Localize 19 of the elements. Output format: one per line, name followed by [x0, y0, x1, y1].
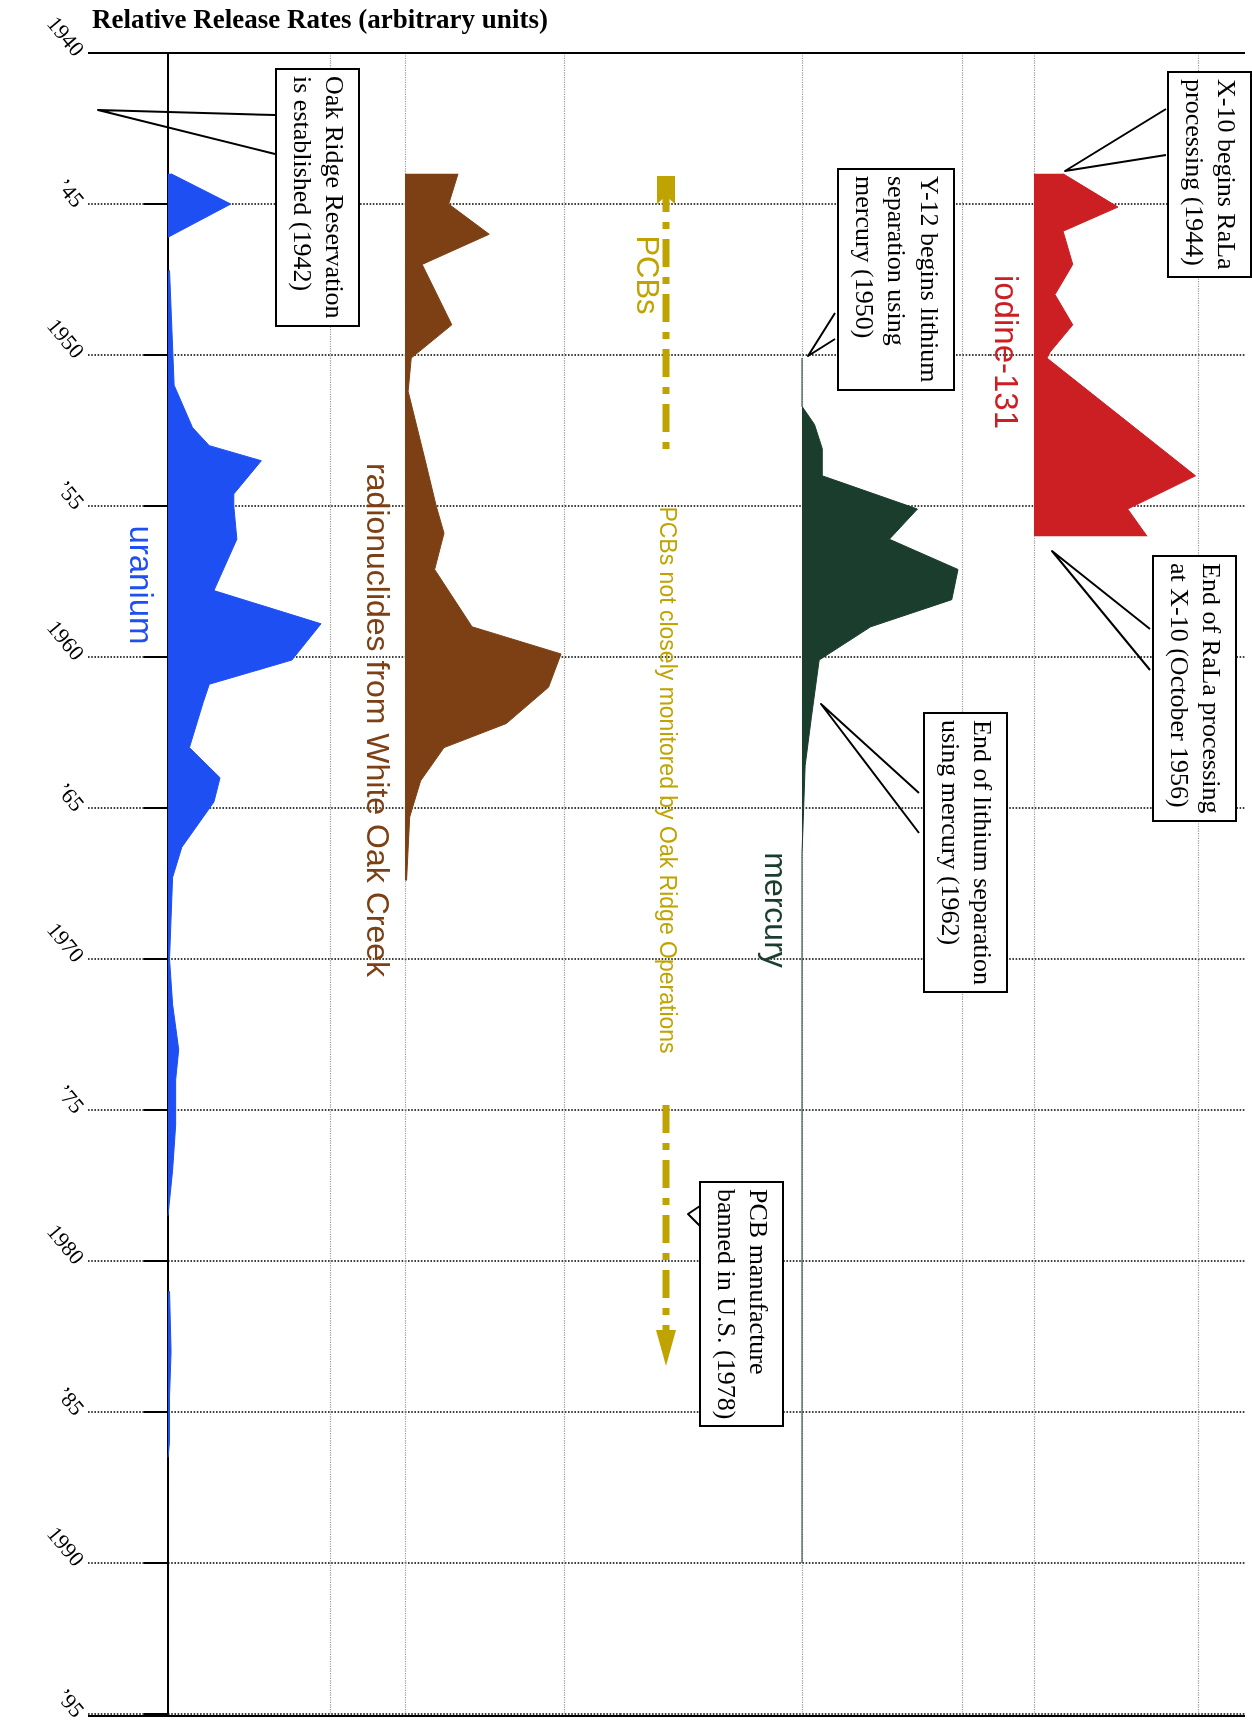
y-tick-label: ’75: [51, 1079, 90, 1119]
annotation: End of lithium separation using mercury (1962): [923, 712, 1008, 994]
text: PCBs: [629, 235, 665, 315]
text: radionuclides from White Oak Creek: [358, 463, 396, 977]
y-tick-label: ’45: [51, 173, 90, 213]
text: PCBs not closely monitored by Oak Ridge Operations: [653, 506, 681, 1054]
y-tick-label: ’65: [51, 777, 90, 817]
chart-title: Relative Release Rates (arbitrary units): [92, 4, 548, 35]
y-tick-label: ’85: [51, 1381, 90, 1421]
annotation: End of RaLa processing at X-10 (October 1956): [1152, 555, 1237, 822]
text: PCB manufacture banned in U.S. (1978): [699, 1181, 784, 1428]
text: mercury: [756, 852, 794, 968]
annotation: X-10 begins RaLa processing (1944): [1167, 71, 1252, 278]
y-tick-label: ’55: [51, 475, 90, 515]
text: iodine-131: [987, 274, 1025, 430]
annotation: Y-12 begins lithium separation using mercury (1950): [837, 168, 955, 391]
y-tick-label: ’95: [51, 1683, 90, 1723]
text: uranium: [122, 525, 160, 645]
annotation: Oak Ridge Reservation is established (1942): [275, 68, 360, 327]
